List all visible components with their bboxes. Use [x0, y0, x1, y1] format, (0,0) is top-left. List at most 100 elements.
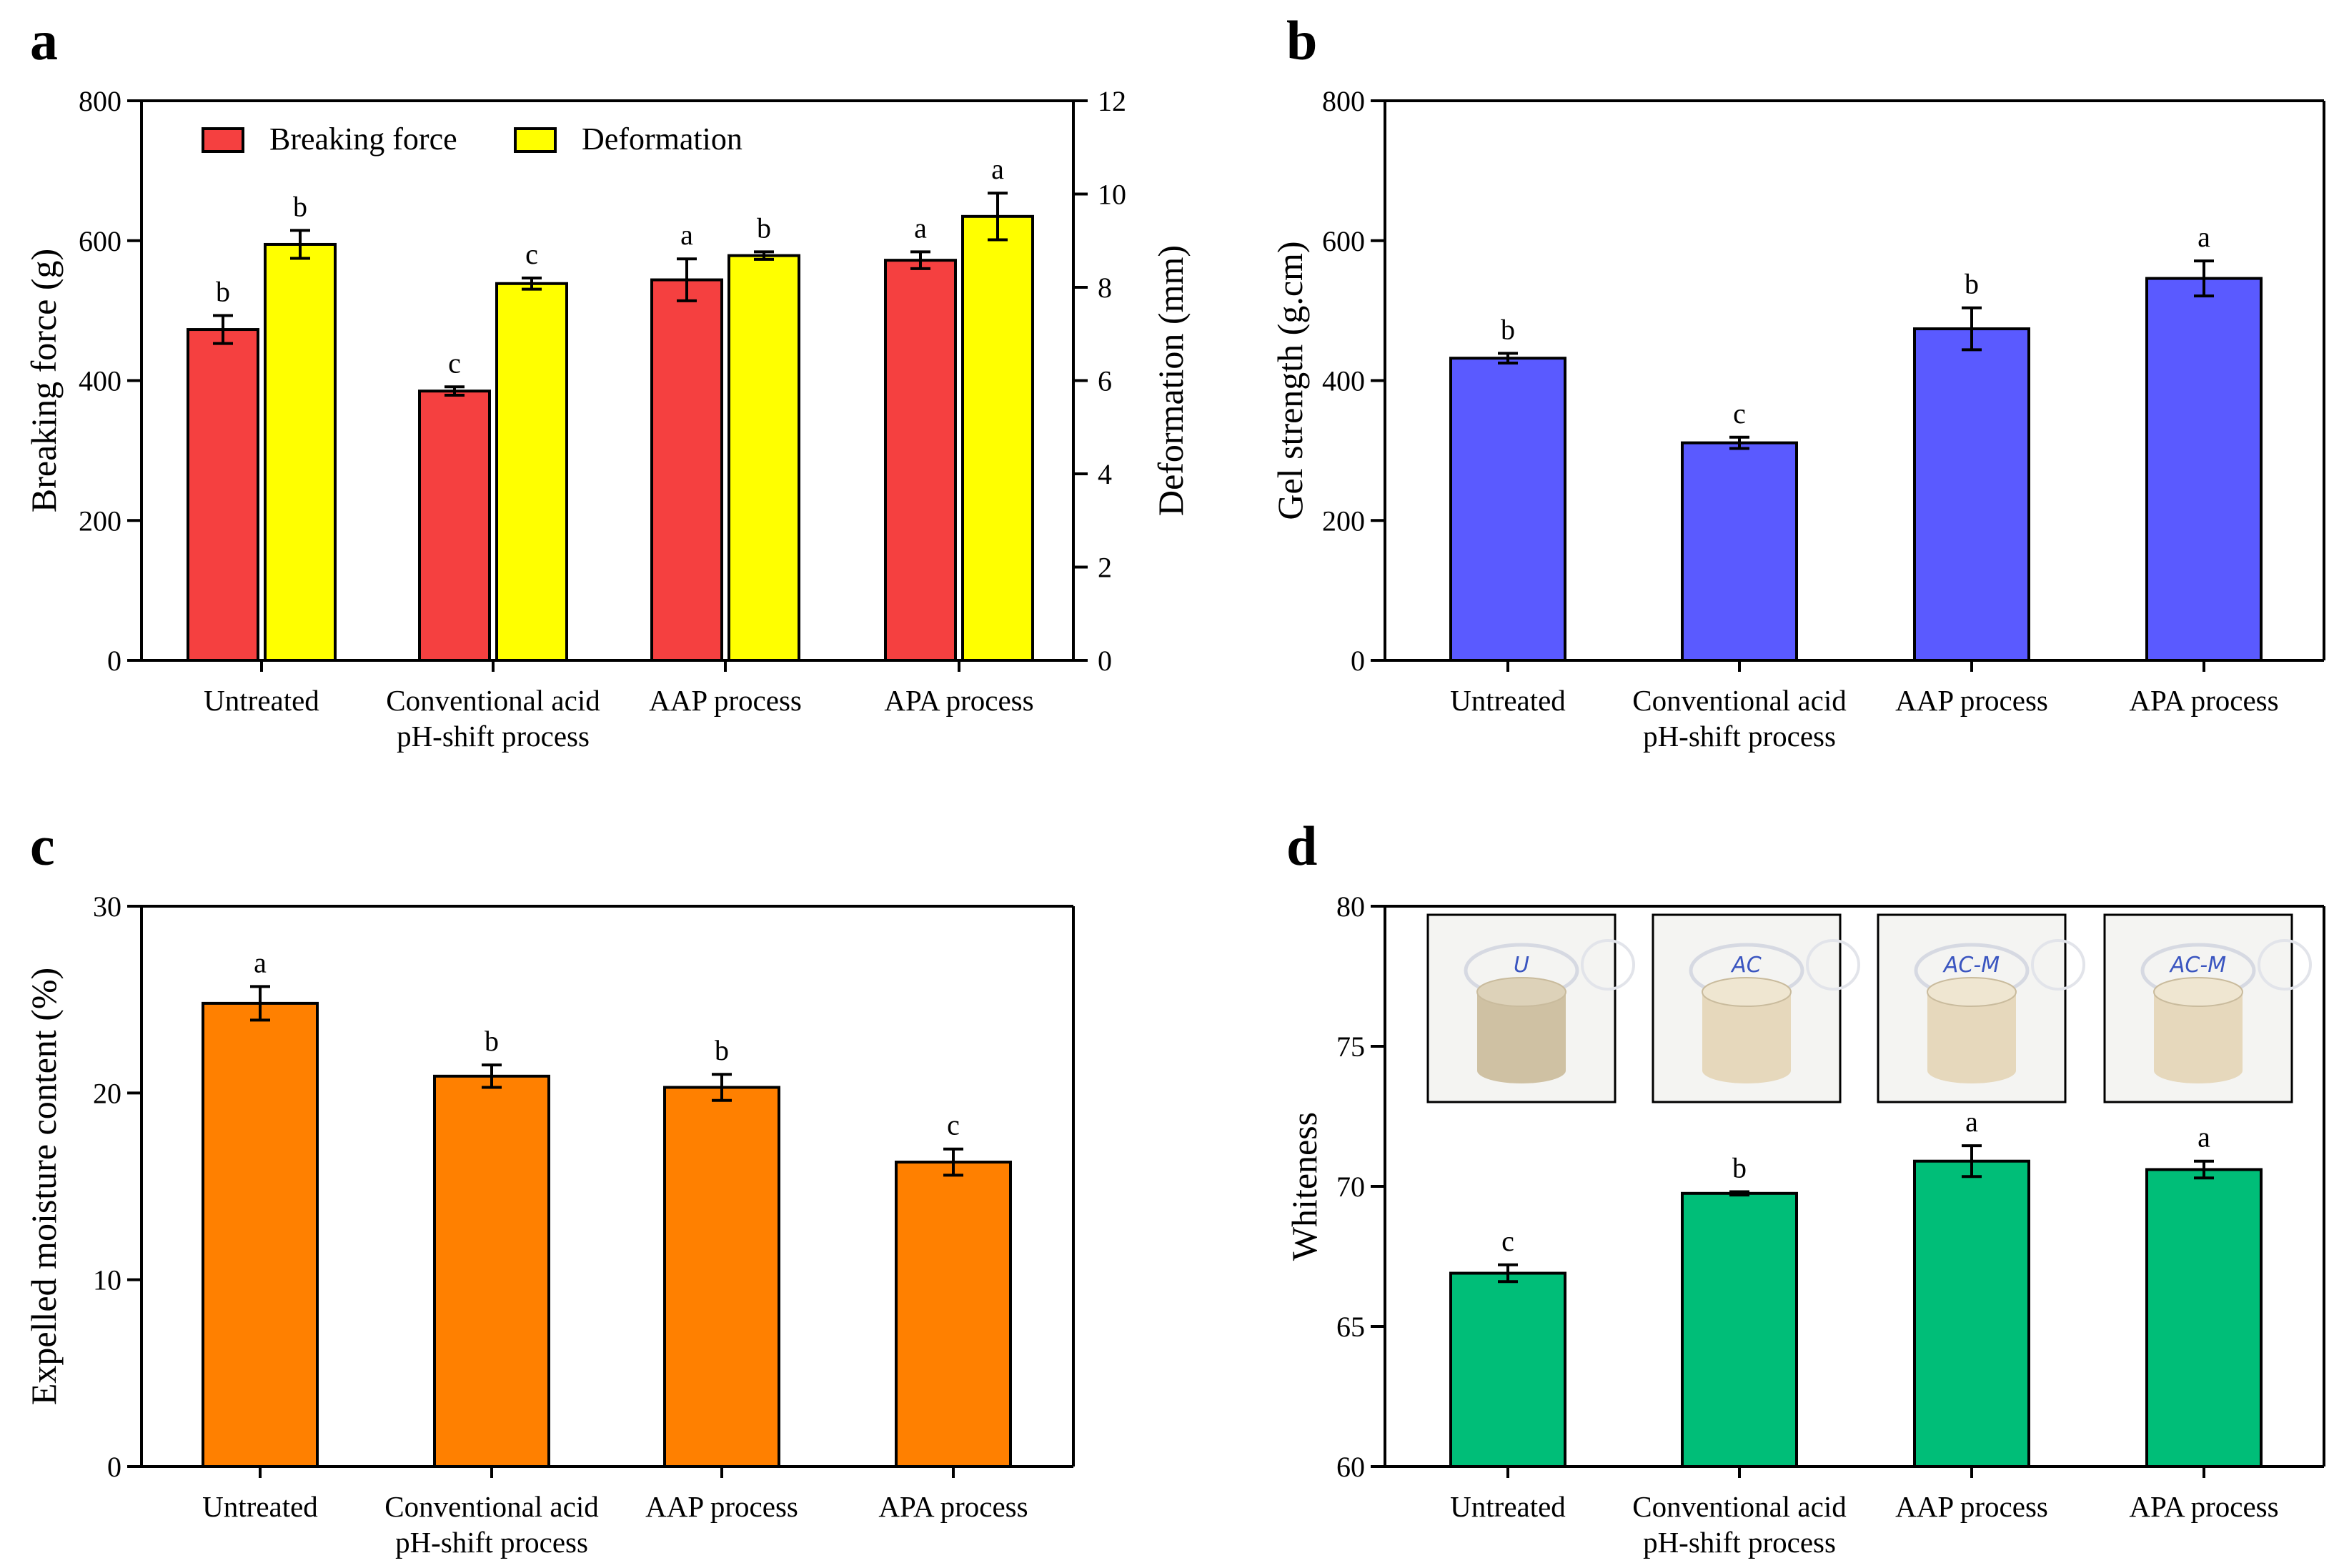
y-tick-label: 200: [1322, 505, 1365, 537]
legend-swatch: [202, 127, 244, 153]
significance-letter: b: [1965, 268, 1979, 300]
panel-c: c 0 10 20 30 Expelled moisture content (%) Unt…: [24, 815, 1075, 1559]
photo-gel-top: [1927, 977, 2017, 1007]
legend-label: Deformation: [582, 121, 743, 157]
legend-swatch: [514, 127, 557, 153]
photo-gel-top: [2153, 977, 2243, 1007]
significance-letter: b: [715, 1034, 729, 1066]
bar: [1913, 327, 2030, 662]
bar: [202, 1001, 319, 1468]
sample-photo: AC: [1652, 913, 1860, 1103]
significance-letter: b: [485, 1025, 499, 1057]
photo-label: AC-M: [1942, 953, 2000, 978]
panel-label: d: [1286, 815, 1317, 877]
y-tick-label: 600: [79, 225, 121, 257]
y-tick-label: 600: [1322, 225, 1365, 257]
bar: [895, 1161, 1012, 1468]
bar: [650, 278, 723, 662]
x-tick-label: AAP process: [645, 1490, 798, 1523]
significance-letter: b: [757, 212, 771, 244]
x-tick-label: Conventional acid: [386, 684, 600, 717]
significance-letter: b: [1501, 313, 1515, 345]
bar: [884, 259, 957, 662]
panel-label: c: [30, 815, 55, 877]
bar: [1449, 357, 1566, 662]
sample-photo: AC-M: [1877, 913, 2085, 1103]
bar: [727, 254, 800, 662]
significance-letter: b: [1732, 1151, 1747, 1184]
x-tick-label: pH-shift process: [1643, 1526, 1836, 1559]
panel-a: a 0 200 400 600 800 0 2 4 6 8 10 12 Deformation (mm) B…: [24, 9, 1191, 753]
y2-tick-label: 4: [1098, 458, 1112, 490]
x-tick-label: Conventional acid: [384, 1490, 598, 1523]
y2-tick-label: 8: [1098, 272, 1112, 304]
y2-axis-label: Deformation (mm): [1151, 245, 1191, 516]
photo-cup-rim: [2031, 939, 2085, 991]
bar: [663, 1086, 780, 1468]
x-tick-label: AAP process: [1895, 684, 2048, 717]
significance-letter: a: [914, 212, 927, 244]
panel-label: b: [1286, 9, 1317, 71]
photo-cup-rim: [1581, 939, 1635, 991]
y-axis-label: Breaking force (g): [24, 249, 64, 512]
significance-letter: a: [680, 219, 693, 251]
y-tick-label: 0: [107, 1451, 121, 1483]
bar: [2145, 1168, 2263, 1468]
y-tick-label: 80: [1336, 890, 1365, 923]
y-axis-label: Expelled moisture content (%): [24, 968, 64, 1405]
sample-photo: U: [1426, 913, 1635, 1103]
bar: [1681, 441, 1798, 662]
significance-letter: a: [254, 946, 267, 978]
y-tick-label: 60: [1336, 1451, 1365, 1483]
x-tick-label: APA process: [878, 1490, 1028, 1523]
y-tick-label: 800: [1322, 85, 1365, 117]
x-tick-label: APA process: [2129, 684, 2278, 717]
x-tick-label: pH-shift process: [395, 1526, 588, 1559]
x-tick-label: Untreated: [202, 1490, 318, 1523]
x-tick-label: APA process: [884, 684, 1033, 717]
significance-letter: c: [525, 238, 538, 270]
x-tick-label: pH-shift process: [397, 720, 590, 753]
photo-cup-rim: [1806, 939, 1860, 991]
y2-tick-label: 10: [1098, 179, 1126, 211]
y2-tick-label: 12: [1098, 85, 1126, 117]
significance-letter: a: [2198, 1121, 2210, 1153]
legend: Breaking force Deformation: [202, 121, 743, 157]
y-tick-label: 800: [79, 85, 121, 117]
x-tick-label: AAP process: [1895, 1490, 2048, 1523]
bar: [495, 282, 568, 662]
y-axis-label: Gel strength (g.cm): [1270, 241, 1310, 520]
y-tick-label: 200: [79, 505, 121, 537]
x-tick-label: Untreated: [204, 684, 319, 717]
bar: [961, 214, 1034, 662]
y-tick-label: 70: [1336, 1171, 1365, 1203]
sample-photo: AC-M: [2103, 913, 2312, 1103]
photo-gel-base: [1477, 1058, 1566, 1083]
bar: [1449, 1271, 1566, 1469]
significance-letter: a: [991, 153, 1004, 185]
photo-label: U: [1514, 953, 1529, 978]
photo-gel-base: [2154, 1058, 2243, 1083]
bar: [433, 1074, 550, 1468]
x-tick-label: Untreated: [1450, 684, 1566, 717]
x-tick-label: Conventional acid: [1632, 1490, 1846, 1523]
y2-tick-label: 0: [1098, 645, 1112, 677]
significance-letter: c: [947, 1109, 960, 1141]
y-tick-label: 10: [93, 1264, 121, 1296]
significance-letter: a: [1965, 1106, 1978, 1138]
photo-gel-base: [1702, 1058, 1791, 1083]
photo-cup-rim: [2258, 939, 2312, 991]
significance-letter: c: [1501, 1225, 1514, 1257]
bar: [2145, 277, 2263, 663]
y-tick-label: 65: [1336, 1311, 1365, 1343]
y-tick-label: 30: [93, 890, 121, 923]
significance-letter: c: [448, 347, 461, 379]
y-tick-label: 400: [1322, 365, 1365, 397]
significance-letter: a: [2198, 221, 2210, 253]
y-tick-label: 20: [93, 1077, 121, 1109]
photo-gel-top: [1476, 977, 1566, 1007]
photo-gel-base: [1927, 1058, 2016, 1083]
panel-label: a: [30, 9, 58, 71]
bar: [264, 242, 337, 663]
photo-gel-top: [1702, 977, 1792, 1007]
